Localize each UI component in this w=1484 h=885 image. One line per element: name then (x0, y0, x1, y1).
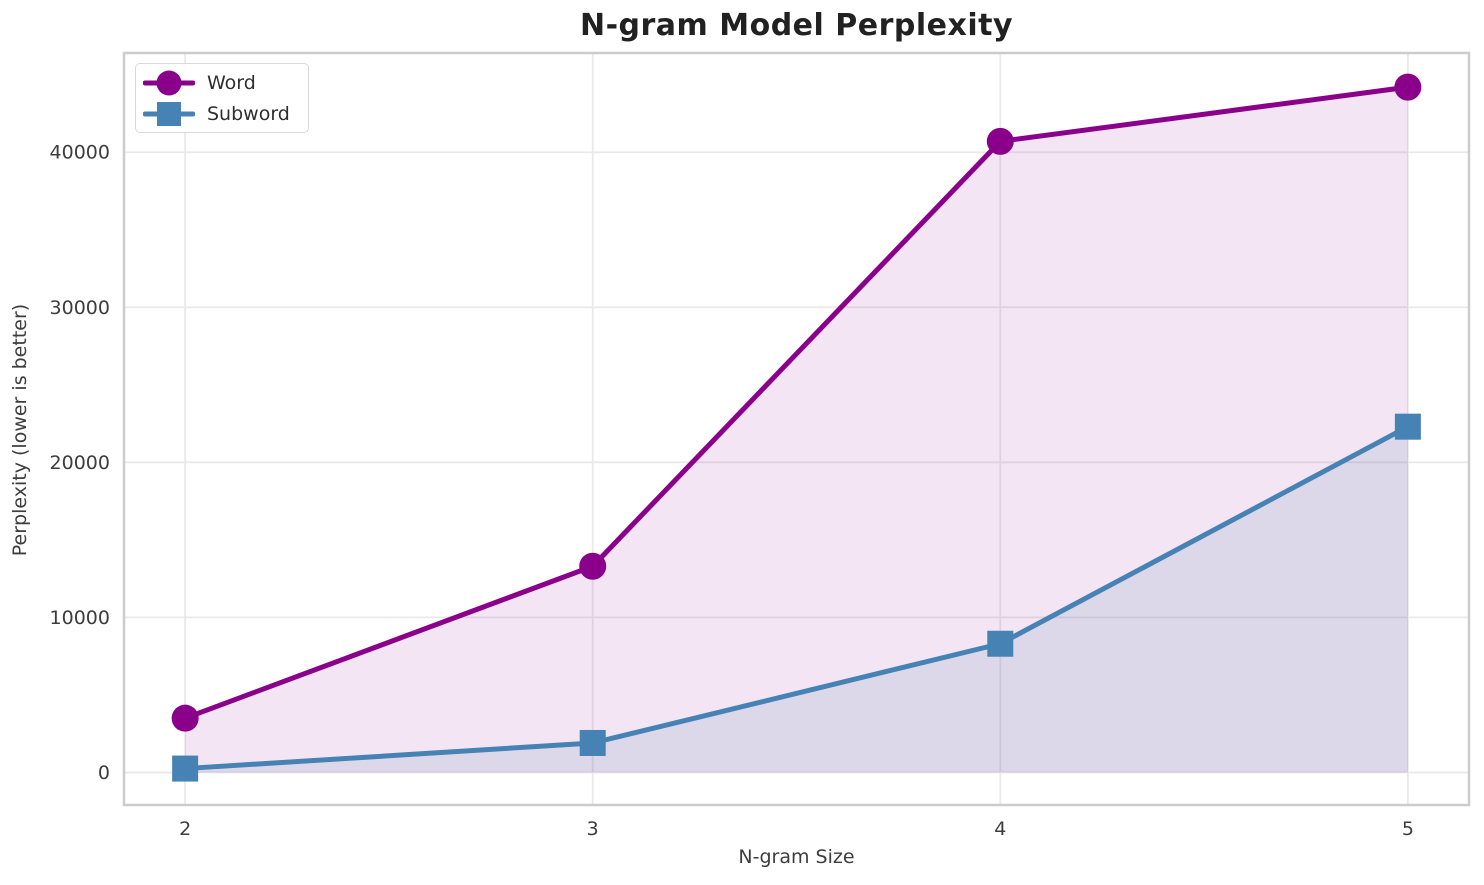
y-tick-label: 40000 (50, 142, 110, 164)
x-tick-label: 3 (587, 818, 599, 840)
y-tick-label: 0 (98, 762, 110, 784)
data-point-subword (579, 729, 606, 756)
chart-title: N-gram Model Perplexity (579, 8, 1014, 43)
series-line-subword (182, 424, 1411, 772)
y-tick-label: 10000 (50, 607, 110, 629)
x-axis-label: N-gram Size (738, 846, 855, 868)
circle-marker-icon (143, 70, 195, 95)
legend: Word Subword (135, 63, 309, 133)
series-line-word (182, 84, 1411, 721)
x-tick-label: 4 (994, 818, 1006, 840)
legend-label: Subword (207, 102, 290, 125)
data-point-word (986, 127, 1014, 155)
data-point-subword (172, 755, 199, 782)
data-point-word (579, 552, 607, 580)
x-tick-label: 5 (1402, 818, 1414, 840)
series-area-word (185, 87, 1408, 773)
legend-item-subword: Subword (143, 98, 290, 129)
data-point-subword (1394, 413, 1421, 440)
series-area-subword (185, 426, 1408, 773)
y-axis-label: Perplexity (lower is better) (9, 303, 31, 557)
y-tick-label: 20000 (50, 452, 110, 474)
legend-label: Word (207, 71, 256, 94)
data-point-word (1394, 73, 1422, 101)
data-point-subword (987, 630, 1014, 657)
data-point-word (171, 704, 199, 732)
legend-item-word: Word (143, 67, 290, 98)
x-tick-label: 2 (179, 818, 191, 840)
plot-border (122, 51, 1471, 807)
y-tick-label: 30000 (50, 297, 110, 319)
square-marker-icon (143, 101, 195, 126)
